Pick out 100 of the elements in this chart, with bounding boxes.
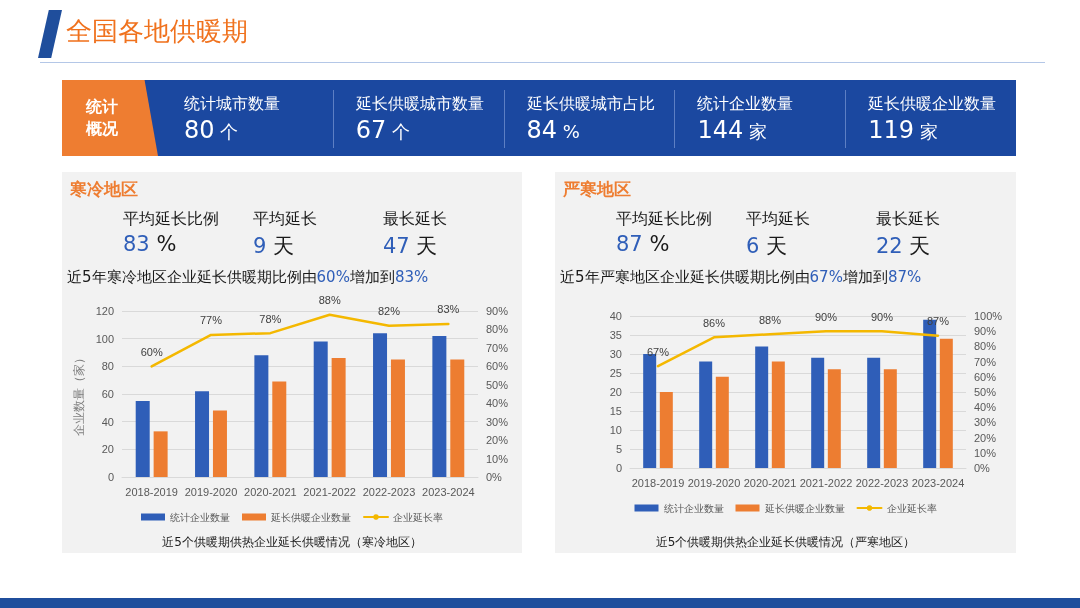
- legend-label: 延长供暖企业数量: [270, 511, 351, 523]
- text: 平均延长比例: [123, 209, 219, 230]
- data-label: 83%: [437, 303, 460, 316]
- data-label: 77%: [199, 314, 223, 327]
- bar: [755, 346, 769, 468]
- chart-subtitle: 近5年严寒地区企业延长供暖期比例由67%增加到87%: [560, 268, 922, 287]
- x-tick-label: 2020-2021: [244, 485, 297, 498]
- y2-tick-label: 0%: [974, 462, 991, 474]
- y-tick-label: 5: [615, 443, 622, 455]
- legend-label: 企业延长率: [886, 502, 937, 514]
- x-tick-label: 2019-2020: [687, 476, 741, 489]
- chart-title: 严寒地区: [563, 178, 631, 201]
- y2-tick-label: 70%: [974, 355, 997, 368]
- data-label: 90%: [870, 310, 894, 323]
- y-tick-label: 20: [101, 443, 114, 456]
- y-tick-label: 30: [609, 348, 622, 360]
- legend-label: 统计企业数量: [663, 502, 724, 514]
- y-tick-label: 120: [95, 305, 114, 317]
- bar: [390, 359, 405, 477]
- y2-tick-label: 20%: [974, 431, 997, 444]
- bar: [313, 341, 328, 477]
- bar: [373, 333, 388, 477]
- y-tick-label: 0: [615, 462, 622, 474]
- text: 近5个供暖期供热企业延长供暖情况（寒冷地区）: [161, 534, 423, 551]
- y-tick-label: 40: [609, 310, 622, 322]
- data-label: 86%: [702, 316, 726, 329]
- text: 22 天: [876, 234, 931, 258]
- text: 47 天: [383, 234, 438, 258]
- text: 最长延长: [876, 209, 940, 230]
- y2-tick-label: 0%: [486, 471, 503, 483]
- x-tick-label: 2018-2019: [631, 476, 685, 489]
- data-label: 88%: [758, 313, 782, 326]
- text: 最长延长: [383, 209, 447, 230]
- bar: [331, 358, 346, 477]
- y-tick-label: 60: [101, 388, 114, 400]
- chart-title: 寒冷地区: [70, 178, 138, 201]
- chart-subtitle: 近5年寒冷地区企业延长供暖期比例由60%增加到83%: [67, 268, 429, 287]
- y2-tick-label: 60%: [486, 360, 509, 373]
- data-label: 60%: [140, 345, 163, 358]
- text: 6 天: [746, 234, 788, 258]
- bar: [450, 359, 465, 477]
- y-tick-label: 25: [609, 367, 622, 379]
- bar: [195, 391, 210, 477]
- bar: [135, 400, 150, 477]
- x-tick-label: 2021-2022: [303, 485, 356, 498]
- x-tick-label: 2023-2024: [911, 476, 965, 489]
- bar: [153, 431, 168, 477]
- data-label: 90%: [814, 310, 838, 323]
- text: 全国各地供暖期: [66, 15, 248, 48]
- y-tick-label: 40: [101, 415, 114, 428]
- text: 统计概况: [84, 96, 119, 140]
- bar: [939, 338, 953, 468]
- bar: [659, 392, 673, 468]
- y2-tick-label: 10%: [974, 446, 997, 459]
- text: 9 天: [253, 234, 295, 258]
- y2-tick-label: 10%: [486, 452, 509, 465]
- text: 119 家: [868, 116, 938, 144]
- data-label: 78%: [259, 312, 282, 325]
- y-tick-label: 20: [609, 386, 622, 398]
- data-label: 88%: [318, 294, 341, 307]
- x-tick-label: 2019-2020: [184, 485, 238, 498]
- x-tick-label: 2020-2021: [743, 476, 797, 489]
- y2-tick-label: 50%: [486, 378, 509, 391]
- bar: [272, 381, 287, 477]
- text: 近5个供暖期供热企业延长供暖情况（严寒地区）: [654, 534, 917, 551]
- text: 延长供暖城市占比: [526, 94, 655, 115]
- text: 延长供暖城市数量: [355, 94, 484, 115]
- y2-tick-label: 60%: [974, 370, 997, 383]
- y-tick-label: 100: [95, 332, 114, 345]
- y-axis-title: 企业数量（家）: [71, 352, 86, 436]
- bar: [867, 357, 881, 468]
- x-tick-label: 2023-2024: [422, 485, 475, 498]
- bar: [771, 361, 785, 468]
- y2-tick-label: 20%: [486, 434, 509, 447]
- text: 延长供暖企业数量: [868, 94, 997, 115]
- text: 67 个: [355, 116, 411, 144]
- bar: [699, 361, 713, 468]
- text: 84 %: [526, 116, 580, 144]
- y2-tick-label: 80%: [486, 323, 509, 336]
- text: 83 %: [123, 232, 177, 256]
- y2-tick-label: 40%: [974, 401, 997, 414]
- x-tick-label: 2022-2023: [362, 485, 416, 498]
- x-tick-label: 2018-2019: [125, 485, 178, 498]
- bar: [212, 410, 227, 477]
- y2-tick-label: 80%: [974, 340, 997, 353]
- y2-tick-label: 30%: [974, 416, 997, 429]
- y2-tick-label: 90%: [974, 325, 997, 338]
- text: 平均延长: [253, 209, 317, 230]
- y2-tick-label: 70%: [486, 341, 509, 354]
- bar: [715, 376, 729, 468]
- text: 80 个: [184, 116, 239, 144]
- data-label: 82%: [377, 305, 401, 318]
- y-tick-label: 10: [609, 424, 622, 436]
- y-tick-label: 80: [101, 360, 114, 373]
- bar: [883, 369, 897, 468]
- text: 统计企业数量: [697, 94, 794, 115]
- legend-label: 延长供暖企业数量: [763, 502, 845, 514]
- bar: [827, 369, 841, 468]
- y2-tick-label: 40%: [486, 397, 509, 410]
- text: 统计城市数量: [184, 94, 280, 115]
